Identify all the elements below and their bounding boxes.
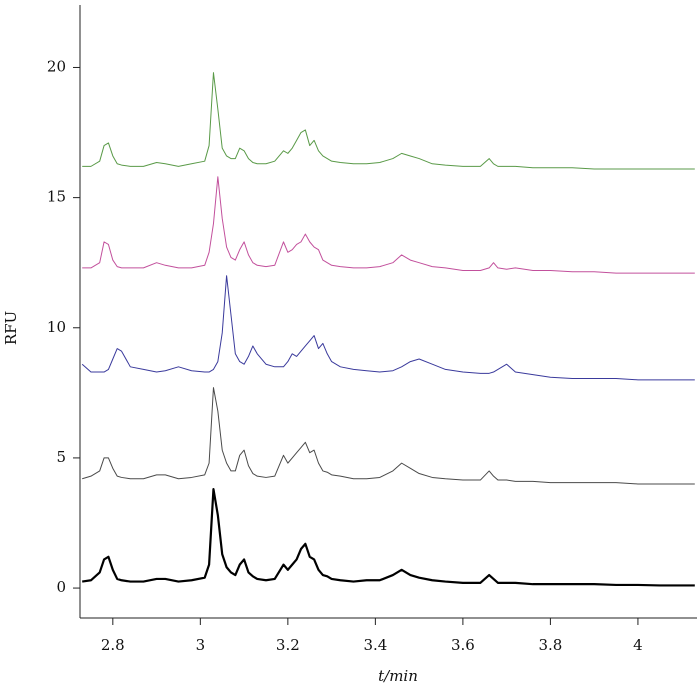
y-tick-label: 20 [47, 57, 66, 75]
x-axis-label: t/min [378, 667, 418, 685]
x-tick-label: 3.6 [451, 636, 475, 654]
series-line [81, 275, 695, 381]
x-tick-label: 3.2 [276, 636, 300, 654]
x-tick-label: 3.8 [538, 636, 562, 654]
series-line [82, 387, 695, 485]
series-line [82, 72, 695, 170]
x-tick-label: 2.8 [101, 636, 125, 654]
y-axis-label: RFU [2, 311, 20, 345]
x-tick-label: 3.4 [363, 636, 387, 654]
y-tick-label: 0 [56, 578, 66, 596]
x-tick-label: 3 [196, 636, 206, 654]
y-tick-label: 15 [47, 188, 66, 206]
y-tick-label: 5 [56, 448, 66, 466]
x-tick-label: 4 [633, 636, 643, 654]
series-line [82, 176, 695, 274]
y-tick-label: 10 [47, 318, 66, 336]
series-line [82, 488, 695, 587]
